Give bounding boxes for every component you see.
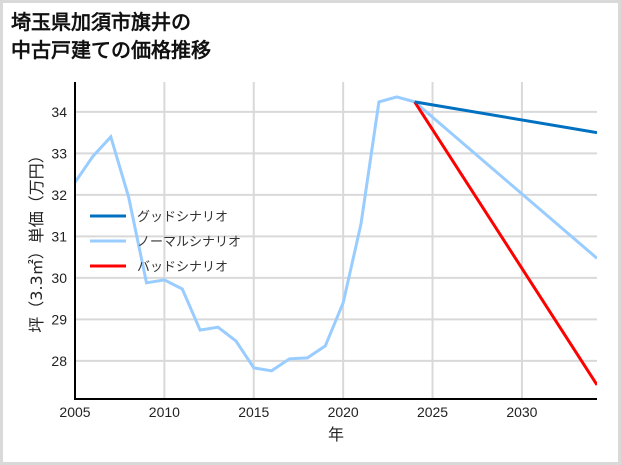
x-tick-label: 2015	[238, 404, 269, 420]
series-line	[414, 100, 597, 135]
x-tick-label: 2005	[59, 404, 90, 420]
chart-title-line-2: 中古戸建ての価格推移	[11, 38, 211, 62]
y-tick-label: 29	[51, 311, 67, 327]
y-tick-label: 34	[51, 104, 67, 120]
y-tick-label: 32	[51, 187, 67, 203]
y-tick-label: 31	[51, 228, 67, 244]
x-tick-label: 2020	[328, 404, 359, 420]
y-tick-label: 30	[51, 270, 67, 286]
series-line	[413, 101, 597, 386]
legend-label: バッドシナリオ	[137, 260, 228, 275]
x-tick-label: 2025	[417, 404, 448, 420]
x-axis-label: 年	[328, 425, 344, 444]
x-tick-label: 2030	[506, 404, 537, 420]
y-axis-label: 坪（3.3㎡）単価（万円）	[27, 147, 46, 332]
series-lines	[75, 95, 597, 386]
tick-labels: 28 29 30 31 32 33 34 2005 2010 2015 2020 2025 2030	[51, 104, 537, 420]
chart-title-line-1: 埼玉県加須市旗井の	[11, 10, 191, 34]
x-tick-label: 2010	[149, 404, 180, 420]
chart-title: 埼玉県加須市旗井の 中古戸建ての価格推移	[11, 8, 211, 64]
y-tick-label: 28	[51, 353, 67, 369]
legend-label: グッドシナリオ	[137, 210, 228, 225]
series-line	[75, 95, 597, 373]
y-tick-label: 33	[51, 145, 67, 161]
axes	[74, 82, 597, 400]
legend-label: ノーマルシナリオ	[137, 235, 241, 250]
